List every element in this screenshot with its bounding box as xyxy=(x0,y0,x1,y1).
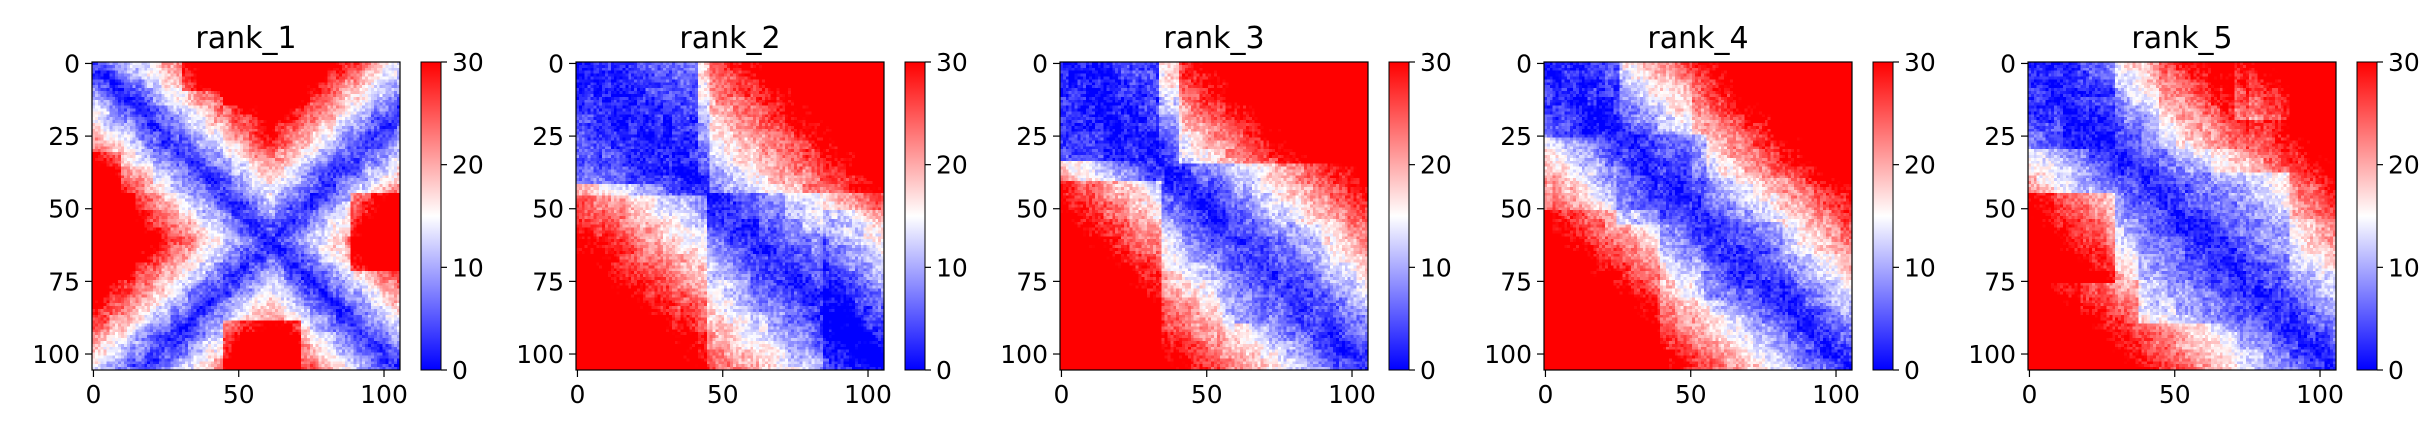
y-tick-label: 50 xyxy=(1016,195,1048,224)
colorbar-tick-label: 30 xyxy=(936,48,968,77)
colorbar-tick-label: 20 xyxy=(1904,151,1936,180)
y-tick-label: 100 xyxy=(1484,340,1532,369)
y-tick-label: 25 xyxy=(1016,122,1048,151)
y-tick-label: 100 xyxy=(1000,340,1048,369)
y-tick-label: 100 xyxy=(516,340,564,369)
x-tick-label: 50 xyxy=(707,380,739,409)
colorbar-tick-label: 0 xyxy=(1420,356,1436,385)
plot-frame xyxy=(1543,61,1853,371)
heatmap-image xyxy=(1544,62,1852,370)
heatmap-image xyxy=(1060,62,1368,370)
y-tick-label: 50 xyxy=(1984,195,2016,224)
colorbar-tick-label: 10 xyxy=(452,253,484,282)
colorbar xyxy=(904,61,926,371)
x-tick-label: 100 xyxy=(844,380,892,409)
y-tick-label: 50 xyxy=(48,195,80,224)
colorbar-tick-label: 30 xyxy=(2388,48,2420,77)
colorbar-tick-label: 30 xyxy=(1904,48,1936,77)
x-tick-label: 50 xyxy=(1675,380,1707,409)
panel-title: rank_4 xyxy=(1647,21,1748,56)
y-tick-label: 25 xyxy=(532,122,564,151)
colorbar xyxy=(2356,61,2378,371)
colorbar-tick-label: 20 xyxy=(1420,151,1452,180)
y-tick-label: 100 xyxy=(1968,340,2016,369)
plot-frame xyxy=(575,61,885,371)
y-tick-label: 75 xyxy=(1984,267,2016,296)
panel-title: rank_1 xyxy=(195,21,296,56)
colorbar-tick-label: 20 xyxy=(452,151,484,180)
colorbar-tick-label: 0 xyxy=(936,356,952,385)
x-tick-label: 50 xyxy=(223,380,255,409)
x-tick-label: 50 xyxy=(2159,380,2191,409)
y-tick-label: 50 xyxy=(1500,195,1532,224)
colorbar-tick-label: 20 xyxy=(936,151,968,180)
y-tick-label: 0 xyxy=(1516,49,1532,78)
x-tick-label: 0 xyxy=(1053,380,1069,409)
y-tick-label: 25 xyxy=(1984,122,2016,151)
x-tick-label: 100 xyxy=(1812,380,1860,409)
y-tick-label: 100 xyxy=(32,340,80,369)
colorbar-tick-label: 0 xyxy=(452,356,468,385)
colorbar-tick-label: 10 xyxy=(1904,253,1936,282)
colorbar-tick-label: 0 xyxy=(1904,356,1920,385)
panel-title: rank_3 xyxy=(1163,21,1264,56)
x-tick-label: 0 xyxy=(85,380,101,409)
y-tick-label: 75 xyxy=(532,267,564,296)
colorbar xyxy=(420,61,442,371)
x-tick-label: 0 xyxy=(1537,380,1553,409)
colorbar-tick-label: 10 xyxy=(1420,253,1452,282)
y-tick-label: 0 xyxy=(2000,49,2016,78)
heatmap-image xyxy=(2028,62,2336,370)
colorbar-tick-label: 30 xyxy=(452,48,484,77)
colorbar-tick-label: 30 xyxy=(1420,48,1452,77)
colorbar xyxy=(1872,61,1894,371)
x-tick-label: 0 xyxy=(569,380,585,409)
x-tick-label: 100 xyxy=(1328,380,1376,409)
x-tick-label: 100 xyxy=(2296,380,2344,409)
x-tick-label: 0 xyxy=(2021,380,2037,409)
colorbar-tick-label: 0 xyxy=(2388,356,2404,385)
y-tick-label: 0 xyxy=(1032,49,1048,78)
heatmap-image xyxy=(576,62,884,370)
y-tick-label: 25 xyxy=(1500,122,1532,151)
heatmap-image xyxy=(92,62,400,370)
colorbar xyxy=(1388,61,1410,371)
y-tick-label: 75 xyxy=(48,267,80,296)
y-tick-label: 75 xyxy=(1016,267,1048,296)
x-tick-label: 100 xyxy=(360,380,408,409)
y-tick-label: 0 xyxy=(64,49,80,78)
plot-frame xyxy=(91,61,401,371)
x-tick-label: 50 xyxy=(1191,380,1223,409)
plot-frame xyxy=(2027,61,2337,371)
panel-title: rank_2 xyxy=(679,21,780,56)
colorbar-tick-label: 10 xyxy=(2388,253,2420,282)
y-tick-label: 50 xyxy=(532,195,564,224)
panel-title: rank_5 xyxy=(2131,21,2232,56)
plot-frame xyxy=(1059,61,1369,371)
y-tick-label: 0 xyxy=(548,49,564,78)
colorbar-tick-label: 10 xyxy=(936,253,968,282)
y-tick-label: 25 xyxy=(48,122,80,151)
colorbar-tick-label: 20 xyxy=(2388,151,2420,180)
y-tick-label: 75 xyxy=(1500,267,1532,296)
